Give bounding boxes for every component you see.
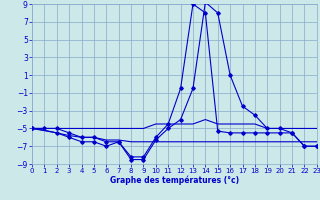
X-axis label: Graphe des températures (°c): Graphe des températures (°c) (110, 176, 239, 185)
